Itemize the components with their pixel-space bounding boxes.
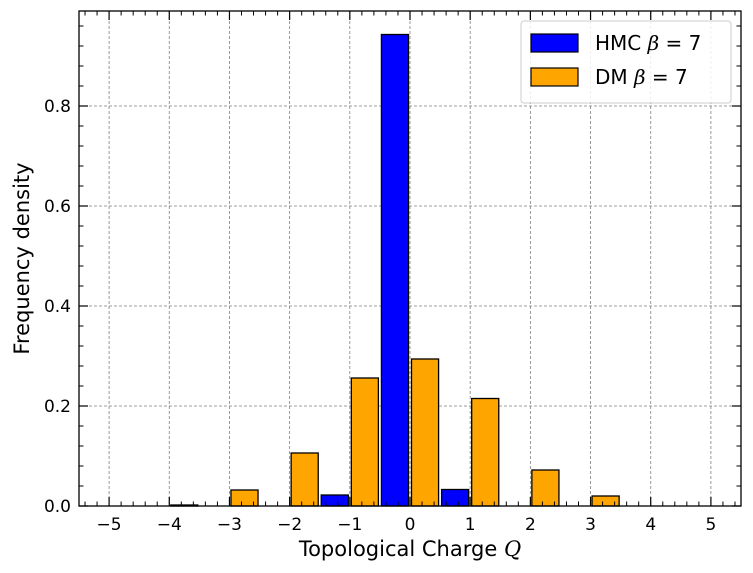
x-tick-label: 5 xyxy=(705,515,716,535)
y-tick-label: 0.0 xyxy=(44,497,71,517)
y-tick-label: 0.4 xyxy=(44,297,71,317)
x-tick-label: −2 xyxy=(277,515,302,535)
x-axis-label: Topological Charge Q xyxy=(298,537,521,561)
legend-label-dm: DM β = 7 xyxy=(595,65,688,89)
x-tick-label: 3 xyxy=(585,515,596,535)
axis-ticks xyxy=(79,11,741,507)
bar-dm xyxy=(410,358,440,507)
legend-swatch-hmc xyxy=(530,33,579,53)
y-tick-label: 0.8 xyxy=(44,97,71,117)
y-tick-label: 0.2 xyxy=(44,397,71,417)
x-tick-label: −1 xyxy=(337,515,362,535)
x-tick-label: 1 xyxy=(465,515,476,535)
x-tick-labels: −5 −4 −3 −2 −1 0 1 2 3 4 5 xyxy=(97,515,717,535)
bar-dm xyxy=(471,397,500,507)
bar-dm xyxy=(290,452,319,507)
legend-label-hmc: HMC β = 7 xyxy=(595,31,701,55)
y-axis-label: Frequency density xyxy=(10,162,34,354)
x-tick-label: −4 xyxy=(157,515,182,535)
x-axis-label-text: Topological Charge xyxy=(298,537,497,561)
y-tick-label: 0.6 xyxy=(44,197,71,217)
bars xyxy=(170,33,620,507)
x-tick-label: −5 xyxy=(97,515,122,535)
x-tick-label: 4 xyxy=(645,515,656,535)
x-axis-label-symbol: Q xyxy=(504,537,521,561)
bar-dm xyxy=(531,469,560,507)
x-tick-label: −3 xyxy=(217,515,242,535)
x-tick-label: 0 xyxy=(405,515,416,535)
x-tick-label: 2 xyxy=(525,515,536,535)
legend: HMC β = 7 DM β = 7 xyxy=(520,20,732,104)
bar-dm xyxy=(350,377,380,507)
y-tick-labels: 0.0 0.2 0.4 0.6 0.8 xyxy=(44,97,71,517)
bar-hmc xyxy=(380,33,410,507)
legend-swatch-dm xyxy=(530,67,579,87)
